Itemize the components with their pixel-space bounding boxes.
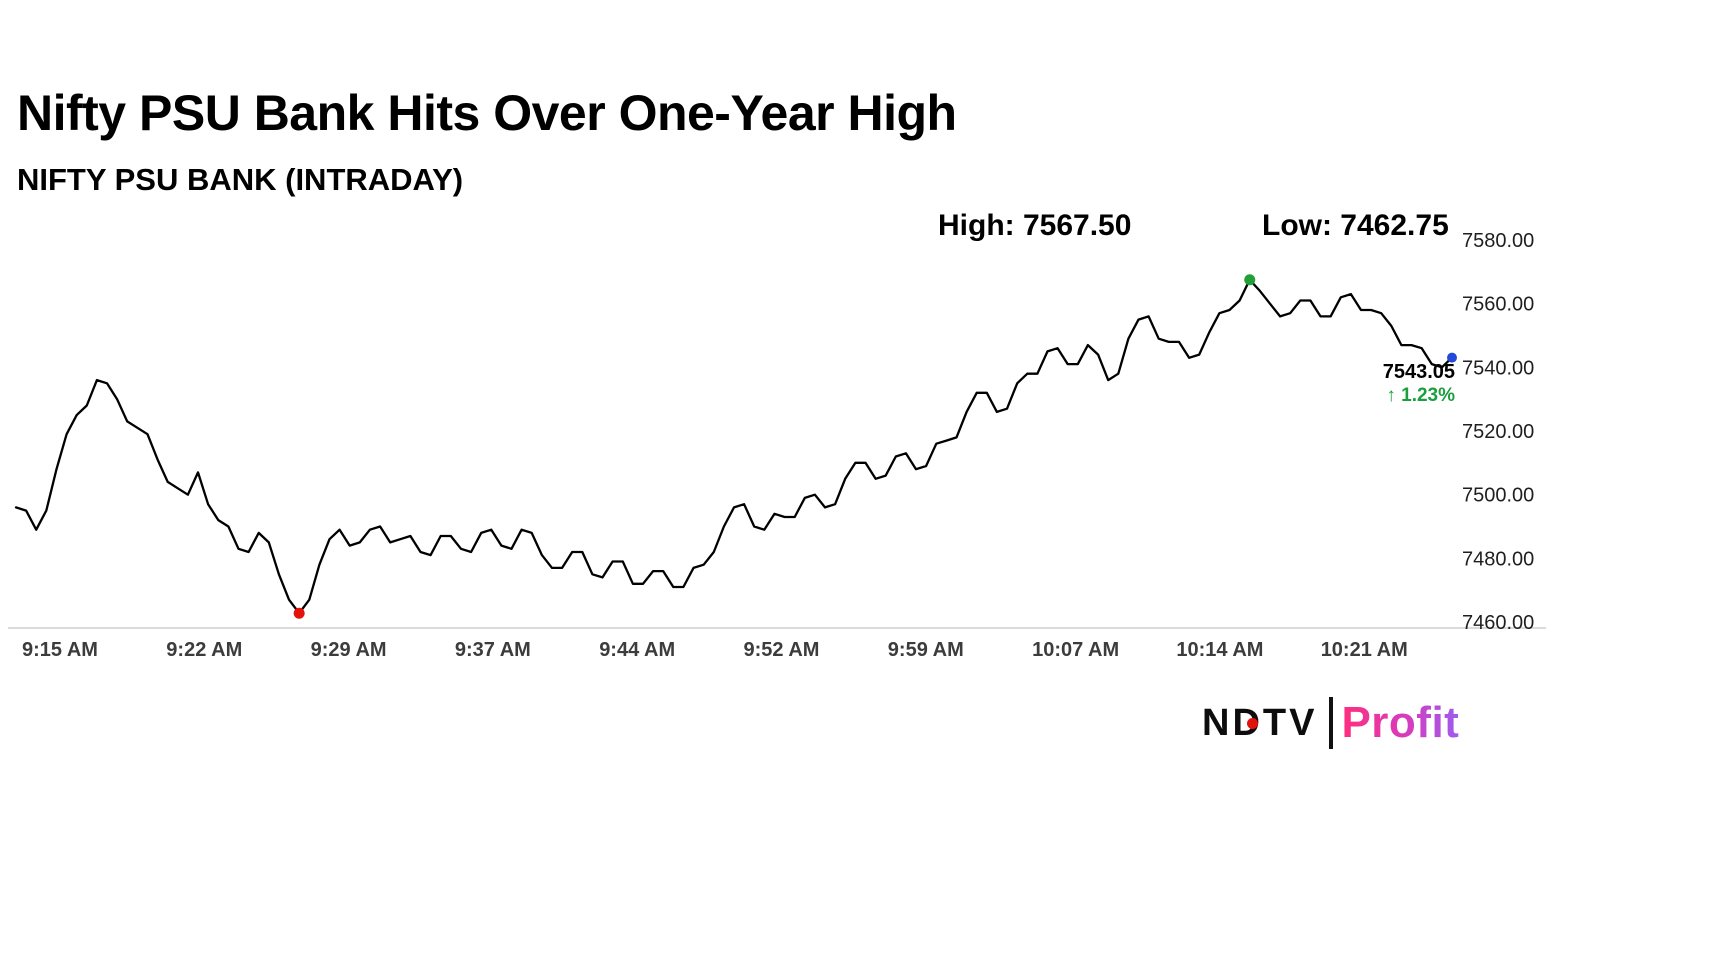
- x-axis-tick-label: 10:07 AM: [1032, 639, 1119, 661]
- x-axis-tick-label: 10:14 AM: [1176, 639, 1263, 661]
- x-axis-tick-label: 9:22 AM: [166, 639, 242, 661]
- change-percent-row: ↑ 1.23%: [1383, 384, 1455, 408]
- x-axis-tick-label: 9:52 AM: [744, 639, 820, 661]
- chart-subtitle: NIFTY PSU BANK (INTRADAY): [17, 162, 464, 197]
- y-axis-tick-label: 7540.00: [1462, 357, 1534, 379]
- last-price-value: 7543.05: [1382, 361, 1455, 383]
- ndtv-red-dot-icon: [1247, 717, 1258, 729]
- y-axis-tick-label: 7520.00: [1462, 421, 1534, 443]
- ndtv-logo-text: NDTV: [1202, 701, 1318, 744]
- y-axis-tick-label: 7560.00: [1462, 294, 1534, 316]
- x-axis-tick-label: 9:44 AM: [599, 639, 675, 661]
- last-price-annotation: 7543.05 ↑ 1.23%: [1383, 360, 1455, 408]
- x-axis-tick-label: 9:59 AM: [888, 639, 964, 661]
- x-axis-tick-label: 10:21 AM: [1321, 639, 1408, 661]
- change-percent-value: 1.23%: [1401, 385, 1455, 406]
- low-point-marker: [293, 607, 305, 619]
- low-value-label: Low: 7462.75: [1262, 209, 1449, 242]
- high-value-label: High: 7567.50: [938, 209, 1132, 242]
- y-axis-tick-label: 7480.00: [1462, 548, 1534, 570]
- y-axis-tick-label: 7460.00: [1462, 612, 1534, 634]
- y-axis-tick-label: 7580.00: [1462, 230, 1534, 252]
- current-point-marker: [1447, 352, 1457, 363]
- x-axis-tick-label: 9:29 AM: [311, 639, 387, 661]
- price-line: [14, 278, 1454, 615]
- y-axis-tick-label: 7500.00: [1462, 485, 1534, 507]
- ndtv-profit-logo: NDTV Profit: [1202, 694, 1459, 752]
- profit-logo-text: Profit: [1341, 698, 1460, 747]
- logo-separator-bar: [1329, 697, 1334, 749]
- up-arrow-icon: ↑: [1386, 385, 1396, 406]
- x-axis-tick-label: 9:37 AM: [455, 639, 531, 661]
- x-axis-tick-label: 9:15 AM: [22, 639, 98, 661]
- page-title: Nifty PSU Bank Hits Over One-Year High: [17, 85, 957, 141]
- high-point-marker: [1244, 274, 1256, 286]
